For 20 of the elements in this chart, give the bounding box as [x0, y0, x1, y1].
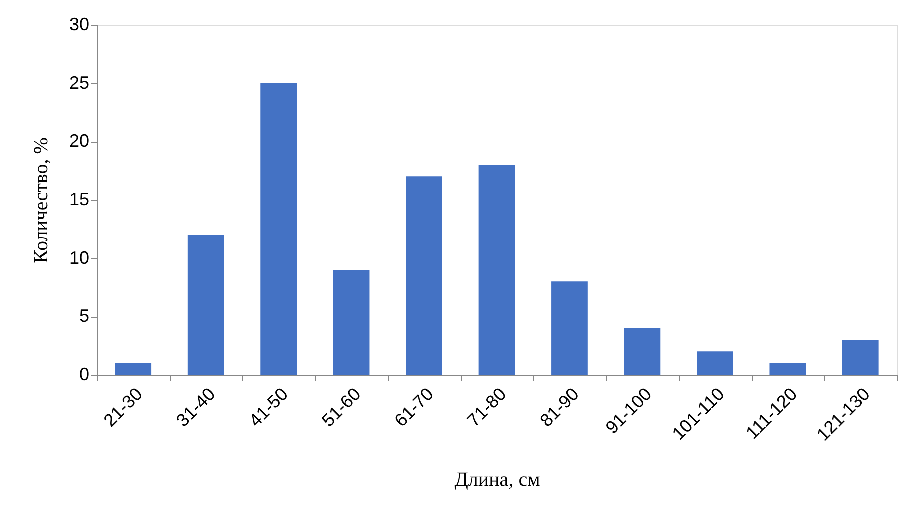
bar: [624, 328, 661, 375]
y-tick-label: 0: [79, 364, 90, 384]
y-axis-title: Количество, %: [30, 138, 52, 264]
bar: [552, 282, 588, 375]
bar: [842, 340, 879, 375]
y-tick-label: 25: [69, 72, 90, 93]
bar: [770, 363, 806, 375]
bar: [697, 352, 734, 375]
bar: [406, 176, 442, 375]
bar: [478, 165, 516, 375]
bar: [333, 270, 370, 375]
y-tick-label: 15: [69, 190, 90, 210]
bar: [115, 363, 152, 375]
y-tick-label: 20: [69, 131, 90, 152]
y-tick-label: 5: [79, 306, 90, 326]
bar: [260, 83, 297, 375]
y-tick-label: 30: [69, 14, 90, 34]
bar: [188, 235, 224, 375]
x-axis-title: Длина, см: [454, 468, 541, 491]
y-tick-label: 10: [69, 248, 90, 268]
